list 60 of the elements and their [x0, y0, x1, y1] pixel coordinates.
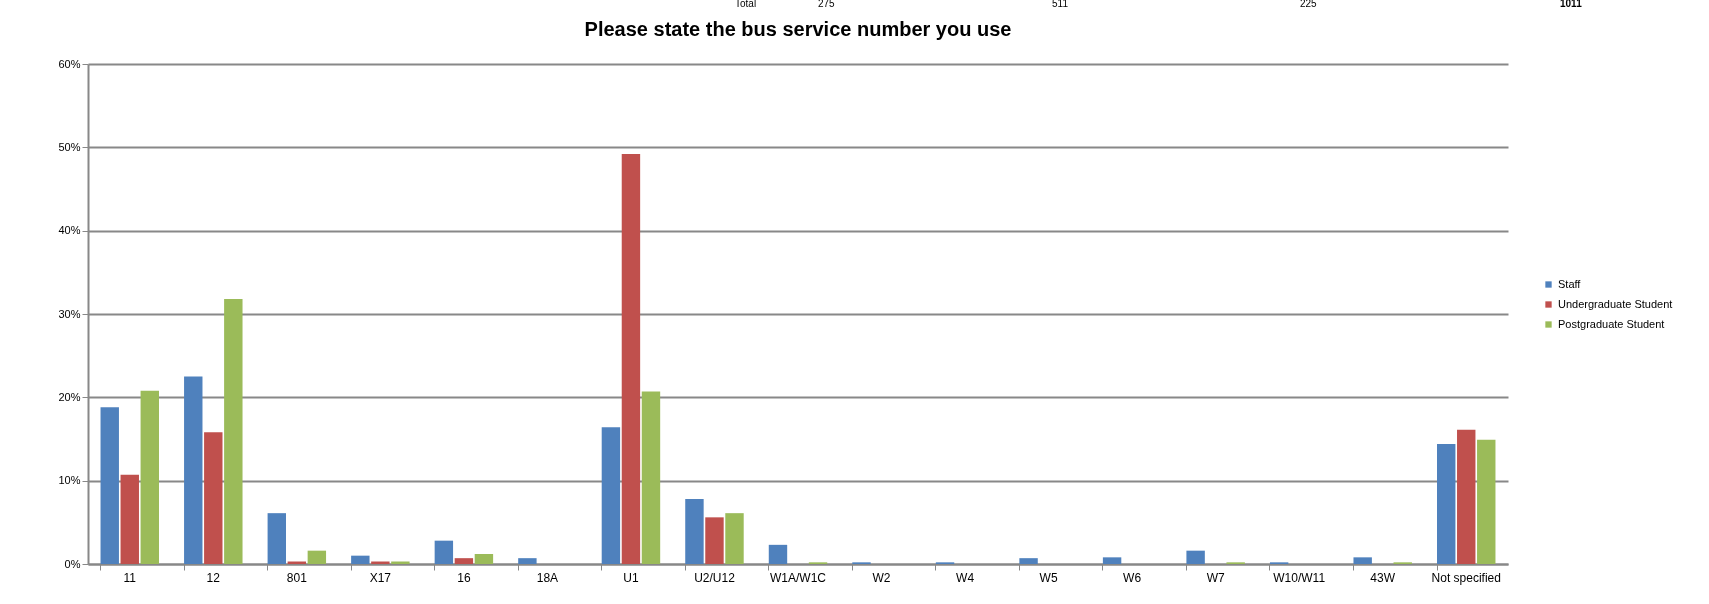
y-tick-label: 10% [58, 474, 81, 487]
bar [1019, 558, 1038, 564]
y-tick-label: 40% [58, 224, 81, 237]
x-tick-label: W10/W11 [1273, 570, 1326, 585]
x-tick-label: U2/U12 [694, 570, 736, 585]
x-tick-label: 16 [457, 570, 471, 585]
legend-label: Staff [1558, 277, 1582, 290]
bar [454, 558, 474, 564]
y-tick-label: 60% [58, 57, 81, 70]
x-tick-label: W4 [956, 570, 975, 585]
bar [351, 555, 370, 564]
bar [1186, 550, 1205, 564]
bar [204, 432, 223, 564]
bar [641, 391, 661, 564]
bar [184, 376, 203, 564]
bar [267, 513, 287, 564]
bar [621, 154, 641, 564]
y-tick-label: 30% [58, 307, 81, 320]
x-tick-label: W2 [872, 570, 891, 585]
bar [725, 513, 744, 564]
text: 1011 [1560, 0, 1582, 9]
bar [474, 554, 494, 564]
bar [1437, 444, 1456, 564]
x-tick-label: W7 [1206, 570, 1225, 585]
bar [601, 427, 621, 564]
x-tick-label: 43W [1370, 570, 1396, 585]
x-tick-label: 11 [123, 570, 137, 585]
bar [518, 558, 537, 564]
bar [768, 544, 788, 564]
x-tick-label: Not specified [1431, 570, 1501, 585]
x-tick-label: 12 [206, 570, 221, 585]
bar [100, 407, 119, 564]
legend-label: Undergraduate Student [1558, 297, 1673, 310]
x-tick-label: W6 [1123, 570, 1142, 585]
text: 275 [818, 0, 835, 9]
text: Total [735, 0, 757, 9]
bar [140, 390, 159, 564]
bar [120, 474, 139, 564]
legend-label: Postgraduate Student [1558, 317, 1665, 330]
x-tick-label: W5 [1039, 570, 1058, 585]
x-tick-label: 18A [536, 570, 559, 585]
bar [685, 499, 704, 564]
x-tick-label: X17 [369, 570, 392, 585]
text: 511 [1052, 0, 1068, 9]
bar [307, 550, 327, 564]
y-tick-label: 50% [58, 140, 81, 153]
x-tick-label: 801 [286, 570, 308, 585]
bar [224, 299, 243, 564]
x-tick-label: U1 [623, 570, 639, 585]
bar [1353, 557, 1372, 564]
y-tick-label: 0% [64, 557, 81, 570]
bar [705, 517, 724, 564]
chart-title: Please state the bus service number you use [584, 18, 1012, 40]
bar [1457, 429, 1476, 564]
x-tick-label: W1A/W1C [769, 570, 827, 585]
bar [1102, 557, 1122, 564]
bar [434, 540, 454, 564]
bar [1477, 439, 1496, 564]
text: 225 [1300, 0, 1317, 9]
y-tick-label: 20% [58, 390, 81, 403]
